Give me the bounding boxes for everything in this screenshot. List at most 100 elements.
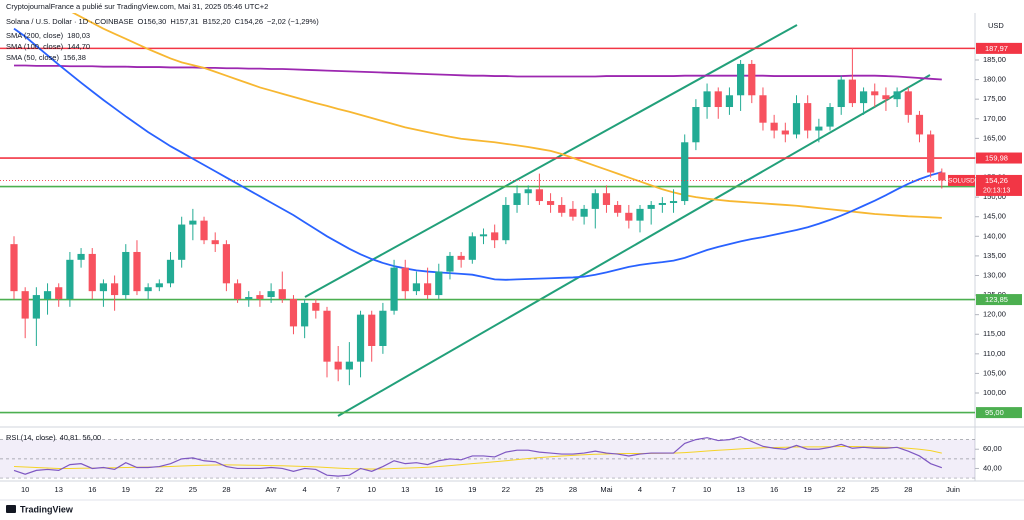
- candle-body: [792, 103, 801, 135]
- legend-value: 180,03: [67, 31, 90, 40]
- candle-body: [927, 134, 935, 173]
- candle-body: [435, 271, 443, 296]
- x-tick-label: 19: [804, 485, 812, 494]
- x-tick-label: 28: [569, 485, 577, 494]
- candle-body: [345, 361, 353, 370]
- y-tick-label: 140,00: [983, 231, 1006, 240]
- level-label: 123,85: [985, 295, 1008, 304]
- candle-body: [21, 291, 29, 319]
- candle-body: [401, 267, 409, 292]
- candle-body: [200, 220, 208, 241]
- candle-body: [737, 63, 745, 96]
- x-tick-label: 19: [122, 485, 130, 494]
- legend-name: SMA (200, close): [6, 31, 64, 40]
- candle-body: [66, 259, 74, 299]
- candle-body: [546, 201, 555, 205]
- y-tick-label: 115,00: [983, 329, 1005, 338]
- x-tick-label: 16: [435, 485, 443, 494]
- x-tick-label: 22: [837, 485, 845, 494]
- channel: [304, 24, 931, 417]
- candle-body: [513, 193, 521, 205]
- brand-logo: TradingView: [6, 504, 74, 514]
- legend-value: 144,70: [67, 42, 90, 51]
- x-tick-label: 28: [904, 485, 912, 494]
- candle-body: [558, 204, 566, 213]
- legend-name: SMA (50, close): [6, 53, 59, 62]
- x-tick-label: Avr: [266, 485, 278, 494]
- candle-body: [703, 91, 711, 108]
- level-label: 187,97: [985, 44, 1008, 53]
- candle-body: [99, 283, 108, 292]
- rsi-y-tick-label: 40,00: [983, 463, 1002, 472]
- y-tick-label: 120,00: [983, 310, 1006, 319]
- candle-body: [893, 91, 901, 100]
- level-label-box: [976, 407, 1022, 419]
- candle-body: [424, 283, 432, 296]
- candle-body: [725, 95, 734, 108]
- candle-body: [301, 302, 309, 327]
- rsi-y-tick-label: 60,00: [983, 444, 1002, 453]
- symbol-label: SOLUSD: [948, 178, 975, 185]
- x-tick-label: 16: [770, 485, 778, 494]
- y-tick-label: 105,00: [983, 368, 1006, 377]
- rsi-ma-line: [13, 446, 942, 470]
- candle-body: [714, 91, 722, 108]
- candle-body: [289, 298, 298, 327]
- candle-body: [10, 244, 18, 292]
- candle-body: [32, 295, 40, 319]
- candle-body: [647, 204, 655, 209]
- candle-body: [681, 142, 689, 202]
- candle-body: [166, 259, 175, 284]
- candle-body: [859, 91, 868, 104]
- candle-body: [133, 251, 141, 292]
- x-tick-label: Juin: [946, 485, 960, 494]
- candle-body: [88, 253, 96, 292]
- y-tick-label: 100,00: [983, 388, 1006, 397]
- candle-body: [446, 255, 454, 272]
- y-tick-label: 170,00: [983, 114, 1006, 123]
- candle-body: [815, 126, 823, 131]
- candle-body: [614, 204, 622, 213]
- level-label-box: [976, 42, 1022, 54]
- x-tick-label: 10: [703, 485, 711, 494]
- candle-body: [43, 291, 52, 299]
- x-tick-label: 4: [303, 485, 307, 494]
- candle-body: [479, 234, 488, 237]
- x-tick-label: 19: [468, 485, 476, 494]
- level-label-box: [976, 152, 1022, 164]
- candle-body: [580, 208, 588, 217]
- y-tick-label: 175,00: [983, 94, 1006, 103]
- level-label: 159,98: [985, 154, 1008, 163]
- y-tick-label: 130,00: [983, 270, 1006, 279]
- channel-upper: [304, 24, 798, 298]
- candle-body: [55, 287, 63, 299]
- candle-body: [759, 95, 767, 123]
- candle-body: [569, 208, 577, 217]
- candle-body: [781, 130, 789, 135]
- candle-body: [233, 283, 242, 299]
- candle-body: [178, 224, 186, 260]
- candle-body: [77, 253, 85, 260]
- rsi-ma-legend-value: 56,00: [82, 433, 101, 442]
- level-label: 95,00: [985, 408, 1004, 417]
- ohlc-value: B152,20: [203, 17, 231, 26]
- candle-body: [535, 189, 543, 202]
- x-tick-label: 16: [88, 485, 96, 494]
- candle-body: [155, 283, 163, 288]
- candle-body: [189, 220, 197, 225]
- current-price-label: 154,26: [985, 176, 1008, 185]
- candle-body: [658, 203, 666, 205]
- price-pane: [0, 13, 975, 414]
- candle-body: [334, 361, 342, 370]
- candle-body: [222, 244, 230, 284]
- candle-body: [368, 314, 376, 346]
- rsi-line: [13, 436, 943, 477]
- y-tick-label: 180,00: [983, 75, 1006, 84]
- x-tick-label: 25: [871, 485, 879, 494]
- x-tick-label: 10: [21, 485, 29, 494]
- candle-body: [692, 107, 700, 143]
- candle-body: [111, 283, 119, 296]
- candle-body: [211, 240, 219, 245]
- candle-body: [524, 189, 532, 194]
